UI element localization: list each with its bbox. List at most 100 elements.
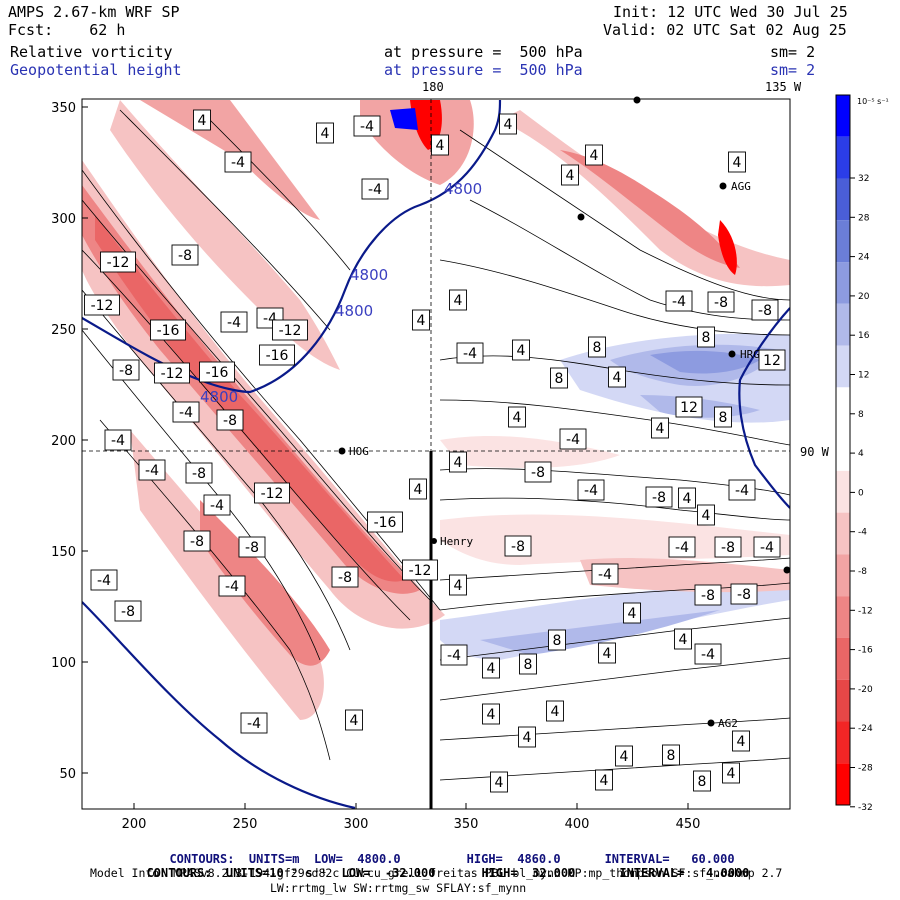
vorticity-label: -4 (90, 569, 118, 591)
svg-text:4: 4 (733, 155, 742, 171)
vorticity-label: 4 (518, 726, 536, 748)
colorbar-label: 0 (858, 488, 864, 498)
vorticity-label: 4 (449, 451, 467, 473)
svg-text:-4: -4 (97, 573, 111, 589)
vorticity-label: -8 (171, 244, 199, 266)
colorbar-label: -12 (858, 606, 873, 616)
field-vorticity: Relative vorticity (10, 43, 173, 61)
vorticity-label: -12 (272, 319, 308, 341)
svg-text:4: 4 (727, 766, 736, 782)
vorticity-label: 4 (499, 113, 517, 135)
station-dot (633, 96, 641, 104)
svg-text:-8: -8 (511, 539, 525, 555)
colorbar-label: 16 (858, 331, 870, 341)
vorticity-label: 8 (714, 406, 732, 428)
vorticity-label: 4 (732, 730, 750, 752)
colorbar-segment (836, 178, 850, 221)
colorbar-label: 4 (858, 449, 864, 459)
x-tick-label: 450 (676, 817, 701, 832)
colorbar-segment (836, 679, 850, 722)
vorticity-label: 8 (697, 326, 715, 348)
height-label: 4800 (350, 266, 388, 284)
footer-height-high: HIGH= 4860.0 (466, 852, 561, 866)
forecast-hour: Fcst: 62 h (8, 21, 126, 39)
vorticity-label: 4 (193, 109, 211, 131)
svg-text:8: 8 (667, 748, 676, 764)
colorbar-segment (836, 136, 850, 179)
svg-text:-8: -8 (192, 466, 206, 482)
svg-text:12: 12 (763, 353, 781, 369)
vorticity-label: -4 (361, 178, 389, 200)
svg-text:-4: -4 (672, 294, 686, 310)
colorbar-label: -28 (858, 764, 873, 774)
vorticity-label: -4 (218, 575, 246, 597)
station-label: HOG (349, 445, 369, 458)
vorticity-label: -4 (440, 644, 468, 666)
colorbar-segment (836, 637, 850, 680)
vorticity-label: -8 (331, 566, 359, 588)
x-tick-label: 200 (122, 817, 147, 832)
vorticity-label: 4 (508, 406, 526, 428)
svg-text:4: 4 (600, 773, 609, 789)
svg-text:-4: -4 (566, 432, 580, 448)
svg-text:8: 8 (555, 371, 564, 387)
vorticity-label: 4 (623, 602, 641, 624)
svg-text:-8: -8 (758, 303, 772, 319)
colorbar-label: -24 (858, 724, 873, 734)
svg-text:12: 12 (680, 400, 698, 416)
svg-text:-8: -8 (652, 490, 666, 506)
svg-text:-8: -8 (190, 534, 204, 550)
x-tick-label: 350 (454, 817, 479, 832)
vorticity-label: -12 (402, 559, 438, 581)
vorticity-label: -12 (154, 362, 190, 384)
svg-text:-4: -4 (360, 119, 374, 135)
y-tick-label: 150 (51, 545, 76, 560)
colorbar-label: 24 (858, 253, 870, 263)
vorticity-label: -12 (100, 251, 136, 273)
vorticity-label: -8 (524, 461, 552, 483)
svg-text:-4: -4 (179, 405, 193, 421)
colorbar-label: 8 (858, 410, 864, 420)
y-tick-label: 50 (59, 767, 76, 782)
svg-text:-12: -12 (279, 323, 302, 339)
station-dot (783, 566, 791, 574)
station-label: Henry (440, 535, 473, 548)
svg-text:-4: -4 (225, 579, 239, 595)
level-vorticity: at pressure = 500 hPa (384, 43, 583, 61)
vorticity-label: 4 (431, 134, 449, 156)
vorticity-label: 4 (561, 164, 579, 186)
footer-vort-interval: INTERVAL= 4.0000 (619, 866, 750, 880)
svg-text:-8: -8 (121, 604, 135, 620)
colorbar-segment (836, 763, 850, 805)
vorticity-label: -4 (591, 563, 619, 585)
y-tick-label: 100 (51, 656, 76, 671)
y-axis: 350 300 250 200 150 100 50 (51, 101, 88, 782)
svg-text:-4: -4 (675, 540, 689, 556)
station-dot (338, 447, 346, 455)
svg-text:-4: -4 (760, 540, 774, 556)
svg-text:4: 4 (656, 421, 665, 437)
svg-text:-4: -4 (231, 155, 245, 171)
svg-text:-4: -4 (701, 647, 715, 663)
vorticity-label: -16 (259, 344, 295, 366)
svg-text:4: 4 (679, 632, 688, 648)
svg-text:8: 8 (524, 657, 533, 673)
svg-text:-4: -4 (368, 182, 382, 198)
vorticity-label: -4 (668, 536, 696, 558)
lon-label-180: 180 (422, 80, 444, 94)
vorticity-label: -8 (707, 291, 735, 313)
colorbar-segment (836, 512, 850, 555)
svg-text:4: 4 (513, 410, 522, 426)
svg-text:4: 4 (603, 646, 612, 662)
vorticity-label: -4 (172, 401, 200, 423)
vorticity-label: 4 (615, 745, 633, 767)
vorticity-label: -16 (150, 319, 186, 341)
vorticity-label: -8 (730, 583, 758, 605)
svg-text:-8: -8 (737, 587, 751, 603)
vorticity-label: -4 (138, 459, 166, 481)
vorticity-label: -8 (114, 600, 142, 622)
svg-text:4: 4 (504, 117, 513, 133)
vorticity-label: 4 (722, 762, 740, 784)
vorticity-label: 4 (595, 769, 613, 791)
